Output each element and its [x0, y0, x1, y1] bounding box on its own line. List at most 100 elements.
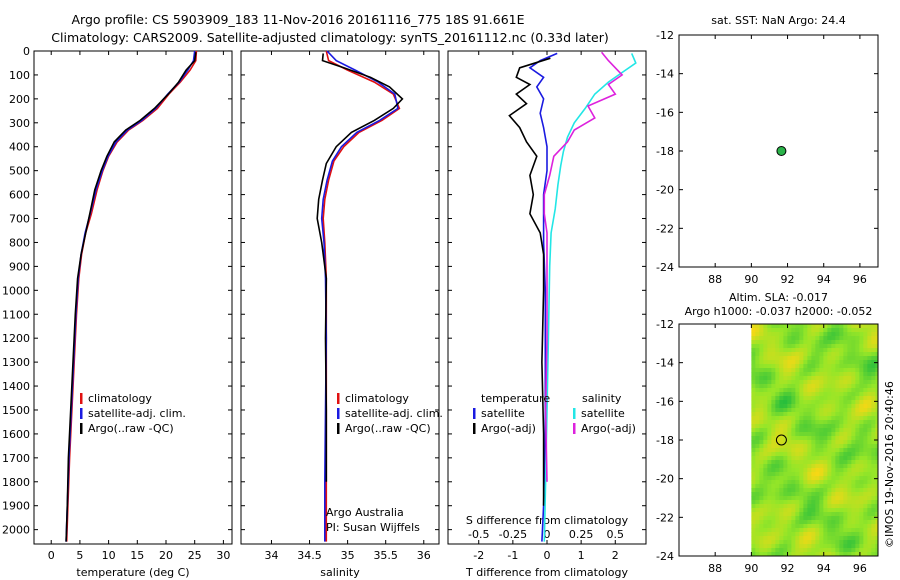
heatmap-cell	[787, 496, 792, 501]
heatmap-cell	[875, 472, 879, 477]
heatmap-cell	[803, 456, 808, 461]
heatmap-cell	[827, 436, 832, 441]
heatmap-cell	[807, 536, 812, 541]
heatmap-cell	[835, 528, 840, 533]
heatmap-cell	[767, 324, 772, 329]
heatmap-cell	[815, 500, 820, 505]
heatmap-cell	[871, 436, 876, 441]
heatmap-cell	[779, 388, 784, 393]
heatmap-cell	[831, 544, 836, 549]
heatmap-cell	[787, 552, 792, 557]
heatmap-cell	[815, 364, 820, 369]
heatmap-cell	[807, 416, 812, 421]
heatmap-cell	[759, 420, 764, 425]
heatmap-cell	[771, 504, 776, 509]
heatmap-cell	[783, 488, 788, 493]
heatmap-cell	[783, 336, 788, 341]
heatmap-cell	[799, 424, 804, 429]
heatmap-cell	[803, 504, 808, 509]
heatmap-cell	[783, 468, 788, 473]
heatmap-cell	[847, 512, 852, 517]
heatmap-cell	[847, 476, 852, 481]
heatmap-cell	[799, 348, 804, 353]
heatmap-cell	[815, 480, 820, 485]
heatmap-cell	[779, 412, 784, 417]
heatmap-cell	[875, 452, 879, 457]
heatmap-cell	[867, 328, 872, 333]
heatmap-cell	[847, 532, 852, 537]
heatmap-cell	[839, 416, 844, 421]
heatmap-cell	[847, 464, 852, 469]
heatmap-cell	[839, 356, 844, 361]
heatmap-cell	[775, 368, 780, 373]
heatmap-cell	[875, 416, 879, 421]
heatmap-cell	[811, 552, 816, 557]
salinity-panel: 34 34.5 35 35.5 36climatologysatellite-adj. …	[240, 50, 443, 579]
heatmap-cell	[791, 328, 796, 333]
heatmap-cell	[807, 412, 812, 417]
heatmap-cell	[795, 424, 800, 429]
heatmap-cell	[767, 412, 772, 417]
heatmap-cell	[839, 464, 844, 469]
heatmap-cell	[863, 540, 868, 545]
legend-label: satellite	[481, 407, 525, 420]
heatmap-cell	[863, 484, 868, 489]
heatmap-cell	[831, 492, 836, 497]
heatmap-cell	[751, 532, 756, 537]
heatmap-cell	[799, 324, 804, 329]
heatmap-cell	[867, 432, 872, 437]
heatmap-cell	[815, 432, 820, 437]
heatmap-cell	[807, 336, 812, 341]
heatmap-cell	[867, 376, 872, 381]
heatmap-cell	[839, 528, 844, 533]
heatmap-cell	[827, 420, 832, 425]
heatmap-cell	[831, 372, 836, 377]
heatmap-cell	[859, 440, 864, 445]
heatmap-cell	[827, 464, 832, 469]
heatmap-cell	[783, 528, 788, 533]
heatmap-cell	[815, 344, 820, 349]
heatmap-cell	[847, 452, 852, 457]
heatmap-cell	[815, 368, 820, 373]
heatmap-cell	[851, 372, 856, 377]
y-tick-label: 800	[9, 236, 30, 249]
heatmap-cell	[871, 348, 876, 353]
heatmap-cell	[867, 456, 872, 461]
heatmap-cell	[847, 428, 852, 433]
y-tick-label: 1600	[2, 428, 30, 441]
heatmap-cell	[843, 340, 848, 345]
heatmap-cell	[795, 444, 800, 449]
heatmap-cell	[875, 512, 879, 517]
heatmap-cell	[831, 384, 836, 389]
heatmap-cell	[815, 436, 820, 441]
heatmap-cell	[831, 352, 836, 357]
heatmap-cell	[803, 416, 808, 421]
heatmap-cell	[759, 380, 764, 385]
heatmap-cell	[775, 384, 780, 389]
heatmap-cell	[839, 400, 844, 405]
heatmap-cell	[811, 364, 816, 369]
heatmap-cell	[755, 540, 760, 545]
heatmap-cell	[771, 416, 776, 421]
heatmap-cell	[851, 392, 856, 397]
heatmap-cell	[811, 404, 816, 409]
heatmap-cell	[799, 376, 804, 381]
heatmap-cell	[839, 468, 844, 473]
heatmap-cell	[855, 344, 860, 349]
heatmap-cell	[791, 452, 796, 457]
heatmap-cell	[863, 416, 868, 421]
legend-label: climatology	[88, 392, 152, 405]
heatmap-cell	[803, 480, 808, 485]
heatmap-cell	[855, 428, 860, 433]
heatmap-cell	[779, 356, 784, 361]
heatmap-cell	[763, 328, 768, 333]
heatmap-cell	[779, 404, 784, 409]
heatmap-cell	[871, 484, 876, 489]
heatmap-cell	[799, 476, 804, 481]
heatmap-cell	[771, 500, 776, 505]
heatmap-cell	[819, 448, 824, 453]
heatmap-cell	[763, 456, 768, 461]
heatmap-cell	[843, 448, 848, 453]
heatmap-cell	[803, 532, 808, 537]
